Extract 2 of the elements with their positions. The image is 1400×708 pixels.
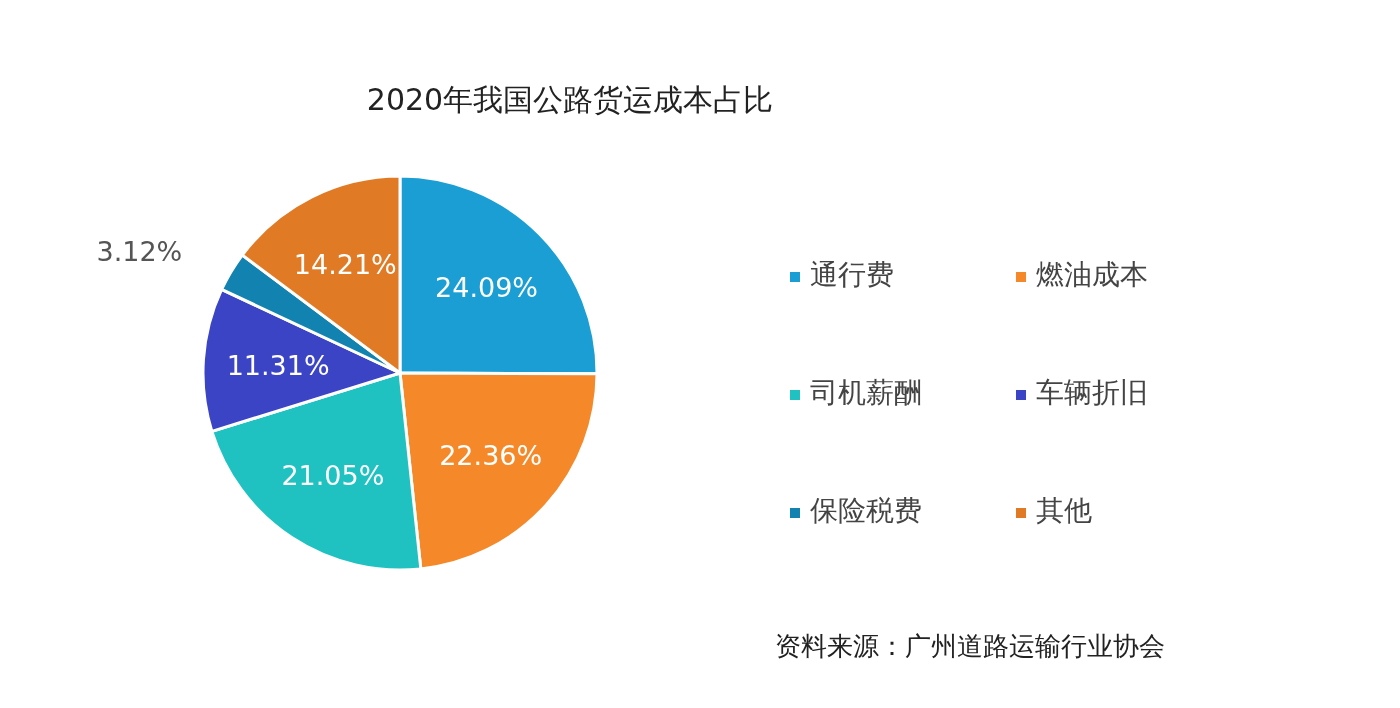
annotation: 资料来源：广州道路运输行业协会 [775, 631, 1165, 661]
title: 2020年我国公路货运成本占比 [366, 82, 774, 117]
